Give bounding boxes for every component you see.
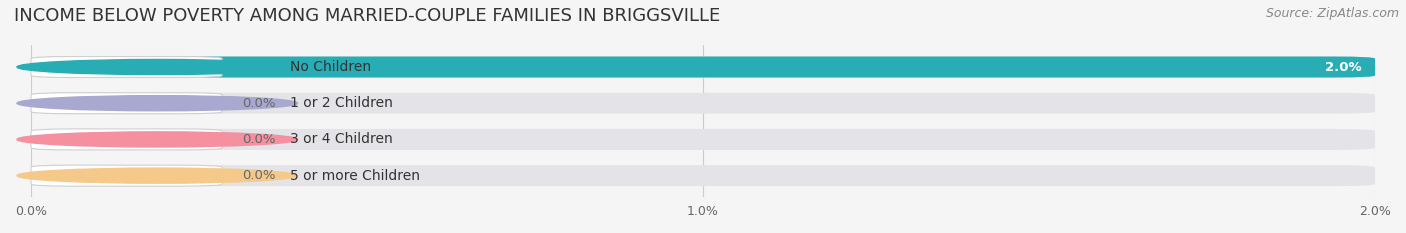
Text: 0.0%: 0.0% [242,169,276,182]
FancyBboxPatch shape [31,57,1375,78]
FancyBboxPatch shape [31,129,1375,150]
Text: 0.0%: 0.0% [242,133,276,146]
FancyBboxPatch shape [31,129,222,150]
FancyBboxPatch shape [31,129,136,150]
FancyBboxPatch shape [31,93,222,114]
FancyBboxPatch shape [31,57,222,78]
FancyBboxPatch shape [31,165,1375,186]
Text: 1 or 2 Children: 1 or 2 Children [290,96,394,110]
FancyBboxPatch shape [31,165,136,186]
Text: 3 or 4 Children: 3 or 4 Children [290,132,394,146]
Text: 0.0%: 0.0% [242,97,276,110]
Text: 2.0%: 2.0% [1324,61,1361,74]
Text: Source: ZipAtlas.com: Source: ZipAtlas.com [1265,7,1399,20]
Circle shape [17,132,298,147]
FancyBboxPatch shape [31,93,1375,114]
Text: INCOME BELOW POVERTY AMONG MARRIED-COUPLE FAMILIES IN BRIGGSVILLE: INCOME BELOW POVERTY AMONG MARRIED-COUPL… [14,7,720,25]
Text: No Children: No Children [290,60,371,74]
Circle shape [17,96,298,111]
FancyBboxPatch shape [31,165,222,186]
FancyBboxPatch shape [31,57,1375,78]
Circle shape [17,168,298,183]
Circle shape [17,59,298,75]
FancyBboxPatch shape [31,93,136,114]
Text: 5 or more Children: 5 or more Children [290,169,420,183]
